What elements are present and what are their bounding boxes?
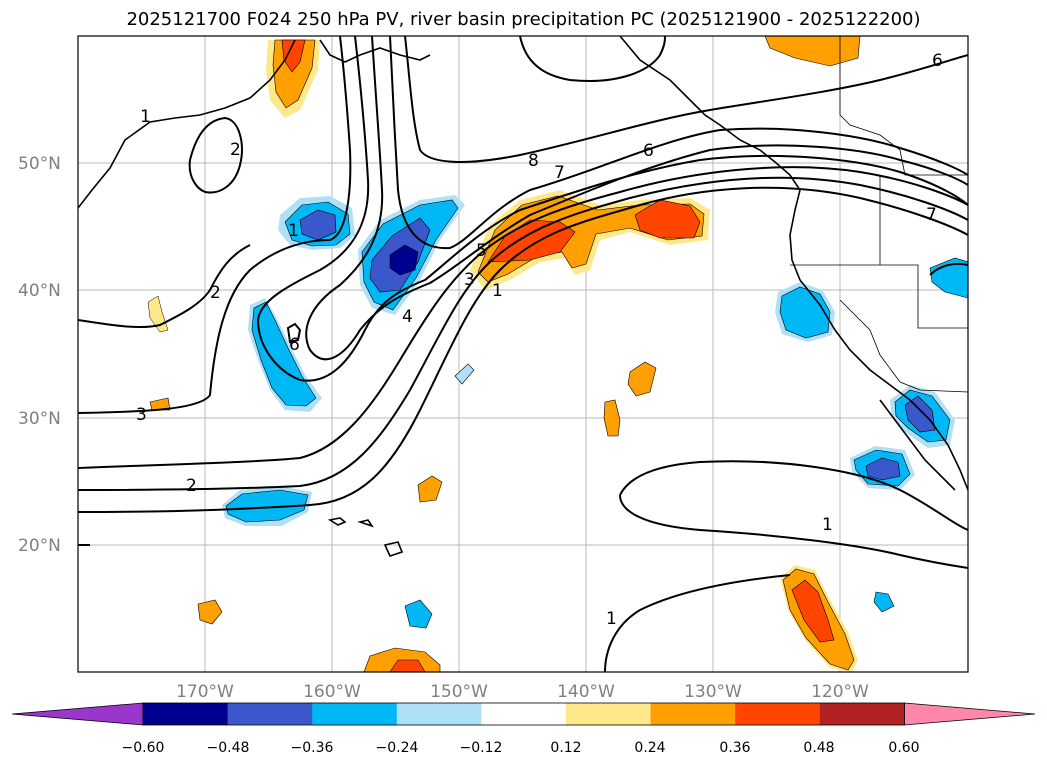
- contour-label: 7: [926, 205, 937, 225]
- precip-shading: [147, 36, 968, 672]
- lat-label: 50°N: [18, 154, 61, 174]
- lon-label: 140°W: [557, 682, 615, 702]
- colorbar-tick-label: −0.60: [122, 740, 165, 756]
- colorbar-segment: [143, 703, 229, 725]
- contour-label: 6: [289, 335, 300, 355]
- contour-label: 1: [606, 609, 617, 629]
- colorbar-tick-label: 0.48: [803, 740, 834, 756]
- colorbar-tick-label: −0.24: [376, 740, 419, 756]
- lon-label: 130°W: [684, 682, 742, 702]
- contour-label: 3: [136, 405, 147, 425]
- lat-label: 40°N: [18, 281, 61, 301]
- colorbar-tick-label: −0.36: [291, 740, 334, 756]
- lon-label: 170°W: [176, 682, 234, 702]
- colorbar-tick-label: 0.12: [550, 740, 581, 756]
- colorbar-extend-high: [904, 702, 1036, 726]
- colorbar-segment: [396, 703, 482, 725]
- colorbar-tick-label: 0.24: [634, 740, 665, 756]
- colorbar-tick-label: −0.12: [460, 740, 503, 756]
- contour-label: 5: [476, 241, 487, 261]
- contour-label: 2: [186, 476, 197, 496]
- contour-label: 6: [932, 51, 943, 71]
- contour-label: 2: [210, 283, 221, 303]
- colorbar: [11, 702, 1036, 726]
- gridlines: [78, 36, 968, 672]
- lat-label: 20°N: [18, 536, 61, 556]
- contour-label: 7: [554, 163, 565, 183]
- colorbar-segment: [650, 703, 736, 725]
- contour-label: 1: [288, 221, 299, 241]
- colorbar-segment: [227, 703, 313, 725]
- lon-label: 160°W: [303, 682, 361, 702]
- contour-labels: 1 2 1 3 2 2 6 4 3 5 1 8 7 6 7 6 1 1: [136, 51, 943, 629]
- colorbar-segment: [481, 703, 567, 725]
- colorbar-tick-label: −0.48: [207, 740, 250, 756]
- lat-label: 30°N: [18, 409, 61, 429]
- colorbar-segment: [566, 703, 652, 725]
- colorbar-segment: [735, 703, 821, 725]
- contour-label: 8: [528, 151, 539, 171]
- contour-label: 6: [643, 141, 654, 161]
- colorbar-tick-label: 0.36: [719, 740, 750, 756]
- coastlines: [78, 36, 968, 557]
- contour-label: 4: [402, 307, 413, 327]
- map-area: [78, 36, 968, 672]
- colorbar-tick-label: 0.60: [888, 740, 919, 756]
- contour-label: 1: [492, 281, 503, 301]
- longitude-labels: 170°W 160°W 150°W 140°W 130°W 120°W: [176, 682, 869, 702]
- contour-label: 1: [140, 107, 151, 127]
- lon-label: 150°W: [430, 682, 488, 702]
- colorbar-segment: [312, 703, 398, 725]
- colorbar-extend-low: [11, 702, 144, 726]
- contour-label: 3: [464, 270, 475, 290]
- map-title: 2025121700 F024 250 hPa PV, river basin …: [126, 9, 921, 30]
- map-frame: [77, 35, 969, 673]
- colorbar-tick-labels: −0.60 −0.48 −0.36 −0.24 −0.12 0.12 0.24 …: [122, 740, 920, 756]
- colorbar-segment: [819, 703, 905, 725]
- lon-label: 120°W: [811, 682, 869, 702]
- colorbar-border: [142, 702, 905, 726]
- borders: [790, 36, 968, 393]
- pv-contours: [78, 36, 968, 672]
- latitude-labels: 50°N 40°N 30°N 20°N: [18, 154, 61, 556]
- contour-label: 1: [822, 515, 833, 535]
- contour-label: 2: [230, 140, 241, 160]
